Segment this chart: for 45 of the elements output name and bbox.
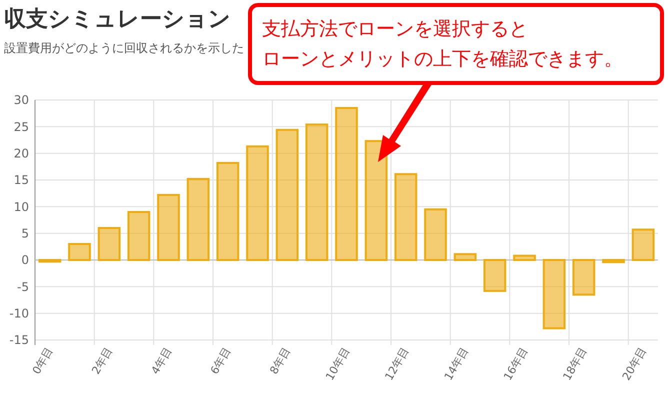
bar	[216, 162, 240, 261]
x-tick-label: 12年目	[382, 344, 412, 383]
bar	[364, 140, 388, 261]
bar	[513, 254, 536, 261]
bar	[127, 211, 150, 261]
bar	[98, 227, 121, 261]
chart-subtitle: 設置費用がどのように回収されるかを示した	[4, 41, 244, 55]
bar	[542, 259, 566, 330]
bar	[602, 259, 625, 264]
bar	[454, 253, 477, 261]
y-tick-label: 5	[21, 226, 29, 241]
text: 支払方法でローンを選択すると	[262, 18, 528, 40]
bar	[246, 145, 269, 261]
x-tick-label: 4年目	[148, 344, 174, 377]
x-tick-label: 18年目	[560, 344, 590, 383]
y-tick-label: 30	[14, 93, 29, 108]
y-tick-label: 15	[14, 173, 29, 188]
chart-title: 収支シミュレーション	[4, 7, 231, 32]
y-tick-label: -10	[9, 306, 29, 321]
bar	[305, 124, 328, 261]
x-tick-label: 14年目	[442, 344, 472, 383]
x-tick-label: 2年目	[89, 344, 116, 377]
x-tick-label: 16年目	[501, 344, 530, 383]
bar	[335, 107, 358, 261]
y-tick-label: -15	[9, 333, 29, 348]
y-tick-label: 20	[14, 146, 29, 161]
bar	[276, 128, 299, 261]
y-tick-label: 10	[14, 200, 29, 214]
y-tick-label: -5	[17, 280, 29, 294]
bar	[157, 194, 180, 261]
bar	[424, 208, 447, 261]
bar	[394, 173, 418, 261]
x-tick-label: 0年目	[30, 344, 56, 377]
y-tick-label: 0	[21, 253, 29, 268]
x-tick-label: 20年目	[620, 344, 650, 383]
bar	[632, 228, 655, 261]
bar	[483, 259, 506, 292]
y-tick-label: 25	[14, 120, 29, 134]
text: ローンとメリットの上下を確認できます。	[262, 48, 623, 70]
x-tick-label: 8年目	[267, 344, 294, 377]
x-tick-label: 6年目	[208, 344, 234, 377]
bar	[68, 243, 91, 261]
bar	[572, 259, 596, 296]
bar	[186, 178, 210, 261]
x-tick-label: 10年目	[323, 344, 352, 383]
